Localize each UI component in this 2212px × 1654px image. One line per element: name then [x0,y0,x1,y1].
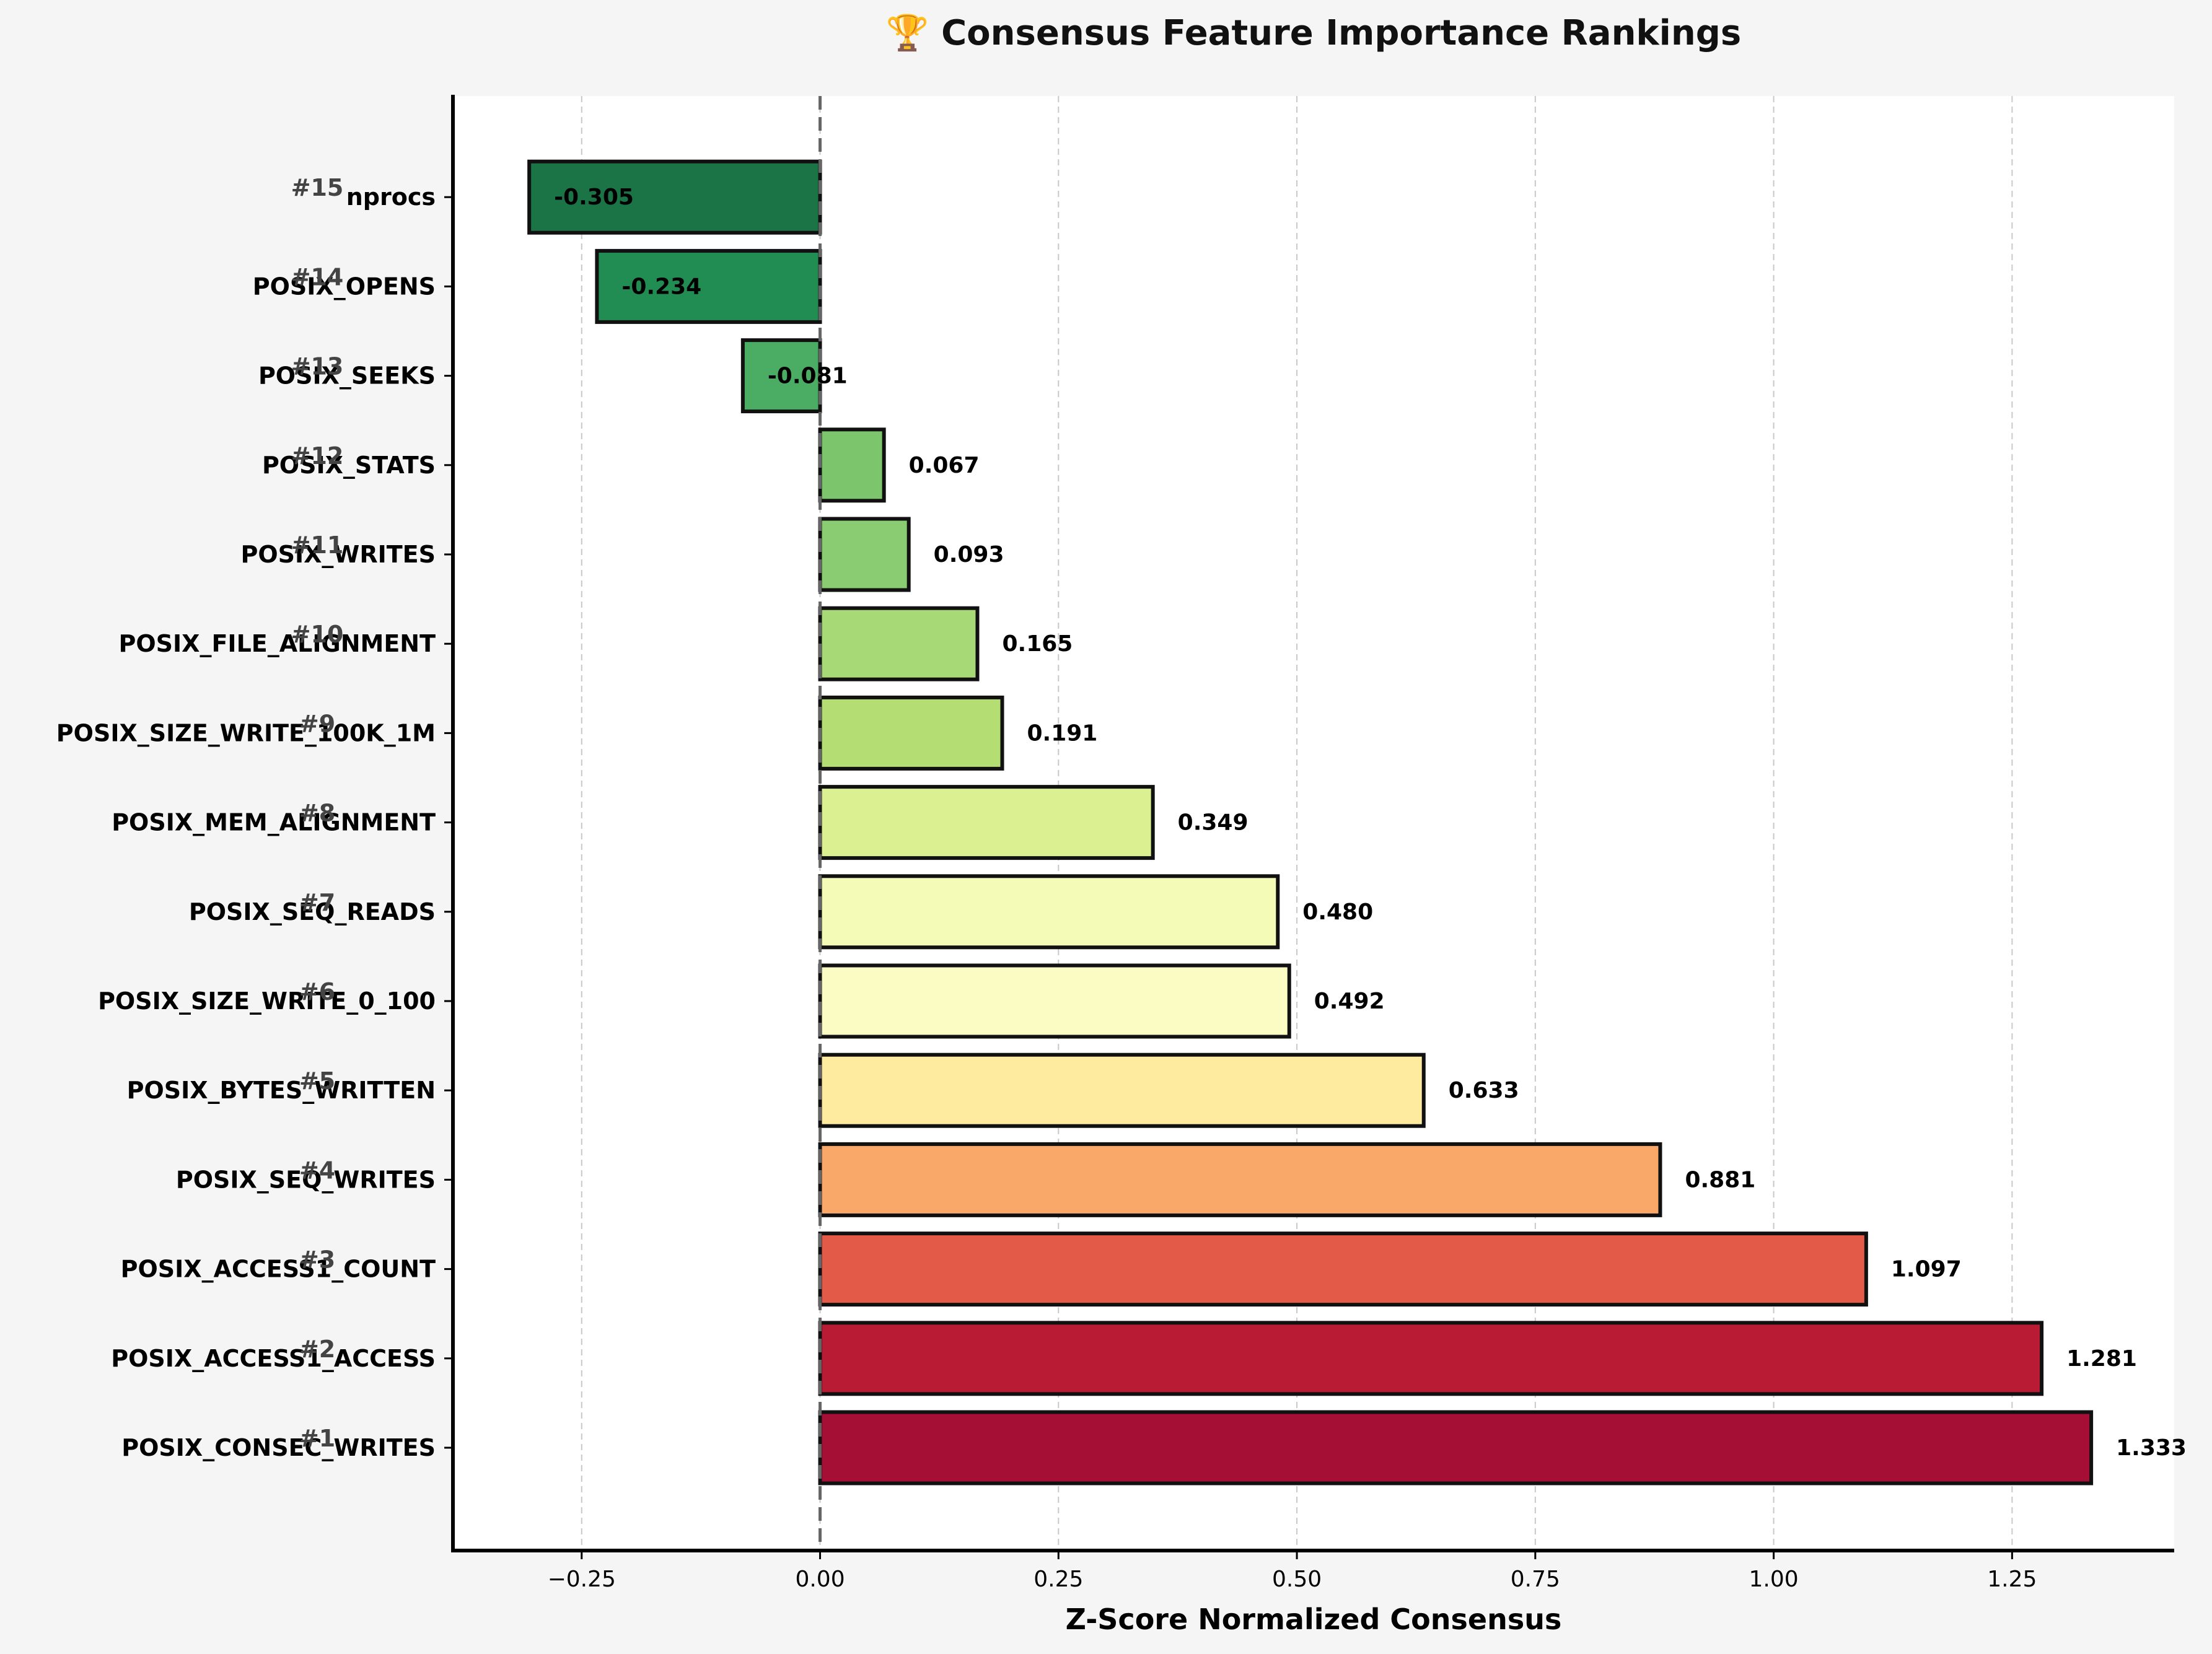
bar-posix-consec-writes [818,1410,2094,1486]
bar-posix-writes [818,517,911,592]
value-label: 1.333 [2116,1435,2187,1461]
rank-label: #4 [299,1157,335,1184]
rank-label: #6 [299,978,335,1005]
chart-title: 🏆 Consensus Feature Importance Rankings [886,13,1741,53]
labels: POSIX_CONSEC_WRITES#1 1.333 POSIX_ACCESS1_… [56,174,2187,1461]
rank-label: #13 [291,353,344,380]
category-label: POSIX_SIZE_WRITE_100K_1M [56,719,436,746]
value-label: 0.349 [1178,810,1249,836]
rank-label: #1 [299,1425,335,1452]
bar-posix-mem-alignment [818,785,1155,860]
rank-label: #9 [299,710,335,737]
rank-label: #7 [299,889,335,916]
category-label: POSIX_CONSEC_WRITES [121,1434,436,1461]
x-axis-ticks: −0.25 0.00 0.25 0.50 0.75 1.00 1.25 [548,1551,2037,1592]
x-tick-label: 1.00 [1749,1567,1799,1592]
bar-posix-seq-writes [818,1142,1662,1217]
category-label: POSIX_WRITES [240,541,436,568]
bar-posix-opens [595,248,822,324]
value-label: -0.305 [554,185,634,210]
bar-nprocs [527,159,822,235]
category-label: POSIX_SEQ_WRITES [176,1166,436,1193]
category-label: POSIX_MEM_ALIGNMENT [112,809,436,836]
x-tick-label: 0.00 [795,1567,845,1592]
bar-posix-file-alignment [818,606,980,681]
bar-posix-access1-count [818,1232,1868,1307]
value-label: -0.234 [621,274,701,299]
bar-posix-access1-access [818,1321,2044,1396]
category-label: nprocs [346,183,436,211]
plot-area [453,96,2174,1551]
category-label: POSIX_SIZE_WRITE_0_100 [98,987,436,1015]
value-label: 1.097 [1891,1257,1962,1282]
rank-label: #12 [291,442,344,470]
rank-label: #14 [291,263,344,291]
value-label: 0.191 [1027,720,1097,746]
bar-posix-size-write-100k-1m [818,695,1004,771]
rank-label: #2 [299,1336,335,1363]
x-tick-label: 0.75 [1511,1567,1560,1592]
category-label: POSIX_SEQ_READS [189,898,436,925]
value-label: 1.281 [2066,1346,2137,1372]
value-label: 0.067 [909,453,980,478]
rank-label: #5 [299,1067,335,1095]
value-label: 0.881 [1685,1167,1755,1192]
x-tick-label: 0.50 [1272,1567,1322,1592]
x-tick-label: 0.25 [1034,1567,1083,1592]
bar-posix-bytes-written [818,1052,1426,1128]
rank-label: #15 [291,174,344,201]
rank-label: #3 [299,1246,335,1274]
rank-label: #10 [291,621,344,648]
value-label: -0.081 [768,364,848,389]
rank-label: #11 [291,532,344,559]
category-label: POSIX_BYTES_WRITTEN [127,1077,436,1104]
value-label: 0.633 [1449,1078,1519,1103]
category-label: POSIX_SEEKS [258,362,436,390]
x-tick-label: −0.25 [548,1567,616,1592]
category-label: POSIX_FILE_ALIGNMENT [119,630,436,657]
value-label: 0.165 [1002,631,1073,657]
x-axis-title: Z-Score Normalized Consensus [1066,1603,1562,1636]
rank-label: #8 [299,800,335,827]
category-label: POSIX_ACCESS1_COUNT [121,1256,436,1283]
category-label: POSIX_OPENS [253,273,436,300]
bar-posix-stats [818,427,886,503]
bar-posix-seq-reads [818,874,1280,950]
value-label: 0.492 [1314,989,1385,1014]
value-label: 0.093 [934,542,1004,567]
x-tick-label: 1.25 [1987,1567,2037,1592]
bar-posix-size-write-0-100 [818,963,1291,1039]
bars [527,159,2094,1486]
category-label: POSIX_ACCESS1_ACCESS [111,1345,436,1372]
value-label: 0.480 [1302,899,1373,925]
category-label: POSIX_STATS [262,452,436,479]
